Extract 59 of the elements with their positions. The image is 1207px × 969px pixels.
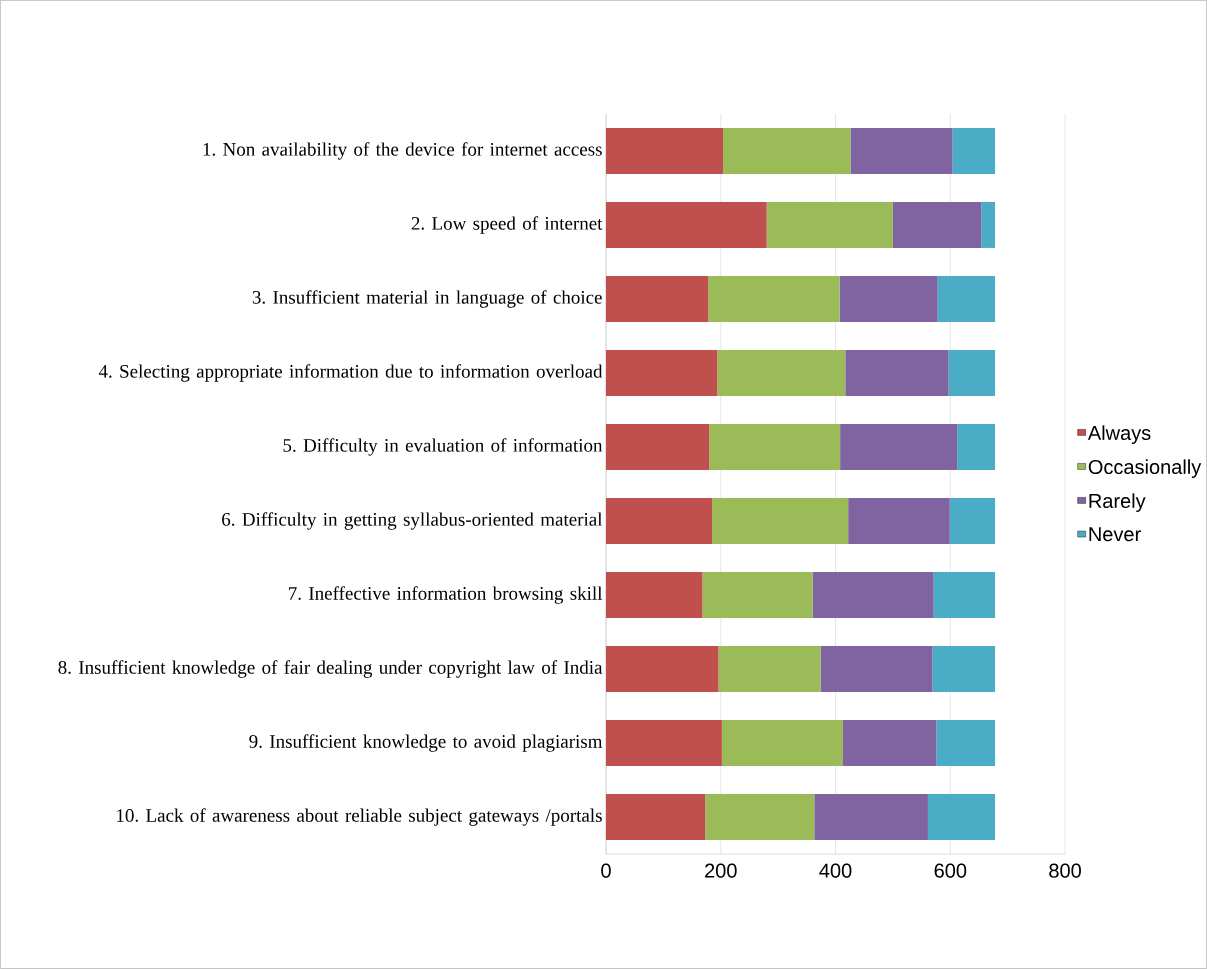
- bar: [812, 572, 934, 619]
- bar: [933, 572, 996, 619]
- y-tick-label: 1. Non availability of the device for internet access: [203, 142, 602, 160]
- bar: [708, 275, 840, 322]
- bar: [606, 720, 722, 767]
- y-tick-label: 10. Lack of awareness about reliable subject gateways /portals: [117, 808, 602, 826]
- legend-label: Occasionally: [1088, 459, 1202, 479]
- bar: [705, 794, 815, 841]
- bar: [948, 349, 996, 396]
- bar: [606, 275, 709, 322]
- bar: [839, 275, 938, 322]
- bar: [937, 275, 996, 322]
- bar: [932, 646, 996, 693]
- bar: [850, 127, 953, 174]
- bar: [845, 349, 949, 396]
- bar: [766, 201, 893, 248]
- legend-label: Rarely: [1089, 493, 1146, 513]
- y-tick-label: 6. Difficulty in getting syllabus-oriented material: [222, 512, 603, 530]
- bar: [952, 127, 996, 174]
- legend-label: Always: [1087, 425, 1151, 445]
- bar: [702, 572, 813, 619]
- legend-label: Never: [1089, 527, 1141, 542]
- x-tick-label: 800: [1049, 863, 1081, 878]
- bar: [949, 497, 996, 544]
- bar: [606, 646, 719, 693]
- x-tick-label: 400: [819, 863, 852, 878]
- bar: [606, 201, 767, 248]
- bar: [892, 201, 982, 248]
- bar: [606, 127, 724, 174]
- y-tick-label: 3. Insufficient material in language of choice: [252, 290, 602, 308]
- y-tick-label: 7. Ineffective information browsing skill: [289, 586, 603, 604]
- bar: [709, 423, 841, 470]
- bar: [927, 794, 996, 841]
- x-tick-label: 0: [601, 863, 611, 878]
- bar: [814, 794, 928, 841]
- bar: [712, 497, 849, 544]
- bar: [606, 572, 703, 619]
- bar: [721, 720, 843, 767]
- bar: [981, 201, 996, 248]
- bar: [717, 349, 846, 396]
- bar: [606, 497, 713, 544]
- bar: [723, 127, 851, 174]
- y-tick-label: 2. Low speed of internet: [411, 216, 603, 234]
- bar: [606, 349, 718, 396]
- bar: [957, 423, 996, 470]
- bar: [606, 423, 710, 470]
- x-tick-label: 600: [934, 863, 967, 878]
- bar: [606, 794, 706, 841]
- bar: [718, 646, 821, 693]
- y-tick-label: 5. Difficulty in evaluation of information: [283, 438, 603, 456]
- y-tick-label: 8. Insufficient knowledge of fair dealing under copyright law of India: [58, 660, 603, 678]
- bar: [840, 423, 958, 470]
- bar: [936, 720, 996, 767]
- bar: [848, 497, 950, 544]
- bar: [820, 646, 933, 693]
- x-tick-label: 200: [705, 863, 737, 878]
- bar: [843, 720, 937, 767]
- y-tick-label: 9. Insufficient knowledge to avoid plagiarism: [249, 734, 603, 752]
- y-tick-label: 4. Selecting appropriate information due to information overload: [98, 364, 603, 382]
